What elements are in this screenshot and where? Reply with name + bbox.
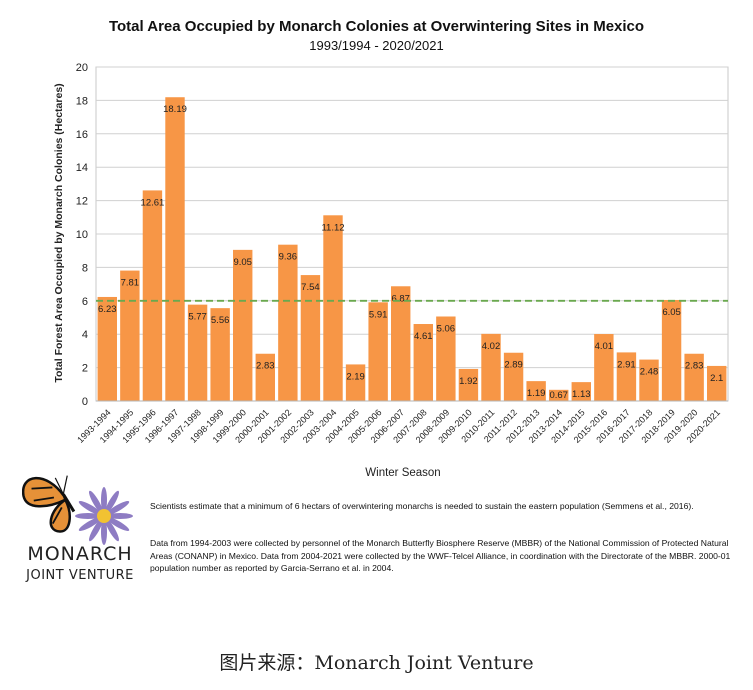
data-label: 2.48	[640, 367, 659, 378]
data-label: 5.56	[211, 315, 230, 326]
bar-1998-1999	[210, 308, 230, 401]
bar-1995-1996	[142, 190, 163, 401]
chart-subtitle: 1993/1994 - 2020/2021	[309, 38, 444, 53]
data-label: 7.81	[121, 278, 140, 289]
bar-2000-2001	[255, 353, 275, 401]
y-tick-label: 14	[76, 162, 88, 174]
data-label: 4.61	[414, 331, 433, 342]
data-label: 5.91	[369, 309, 388, 320]
data-label: 2.91	[617, 359, 636, 370]
bar-2001-2002	[278, 244, 298, 401]
chart-title: Total Area Occupied by Monarch Colonies …	[108, 18, 645, 35]
image-source: 图片来源：Monarch Joint Venture	[219, 652, 534, 674]
bar-2015-2016	[594, 334, 614, 401]
bar-2002-2003	[300, 275, 321, 401]
bar-2007-2008	[413, 324, 433, 401]
data-label: 11.12	[321, 222, 344, 233]
bars	[97, 97, 727, 402]
bar-2006-2007	[391, 286, 411, 401]
bar-2020-2021	[707, 365, 727, 401]
bar-1996-1997	[165, 97, 185, 402]
data-label: 2.89	[504, 360, 523, 371]
data-label: 6.05	[662, 307, 681, 318]
data-labels: 6.23 7.81 12.61 18.19 5.77 5.56 9.05 2.83 9.36 7.…	[96, 104, 728, 401]
y-tick-label: 18	[76, 95, 88, 107]
data-label: 6.87	[391, 293, 410, 304]
data-label: 2.83	[685, 361, 704, 372]
y-tick-label: 16	[76, 129, 88, 141]
y-tick-label: 6	[82, 296, 88, 308]
y-tick-label: 8	[82, 262, 88, 274]
bar-2013-2014	[549, 389, 569, 401]
note-data-sources: Data from 1994-2003 were collected by pe…	[150, 538, 731, 573]
bar-2019-2020	[684, 353, 704, 401]
bar-2010-2011	[481, 333, 501, 401]
y-tick-label: 0	[82, 396, 88, 408]
data-label: 2.83	[256, 361, 275, 372]
data-label: 12.61	[141, 197, 165, 208]
bar-2016-2017	[616, 352, 637, 401]
y-tick-label: 12	[76, 196, 88, 208]
data-label: 5.77	[188, 312, 207, 323]
data-label: 0.67	[549, 390, 568, 401]
bar-chart: 024681012141618201993-19941994-19951995-…	[53, 62, 729, 479]
y-axis-label: Total Forest Area Occupied by Monarch Co…	[53, 83, 65, 382]
data-label: 1.13	[572, 389, 591, 400]
data-label: 5.06	[437, 323, 456, 334]
bar-2008-2009	[436, 316, 456, 401]
bar-1999-2000	[233, 249, 253, 401]
y-tick-label: 2	[82, 363, 88, 375]
logo-text-joint-venture: JOINT VENTURE	[26, 568, 134, 583]
bar-1997-1998	[187, 304, 208, 401]
bar-1994-1995	[120, 270, 140, 401]
bar-2009-2010	[458, 368, 479, 401]
bar-2012-2013	[526, 381, 546, 401]
data-label: 9.05	[233, 257, 252, 268]
y-tick-label: 4	[82, 329, 88, 341]
bar-2018-2019	[661, 299, 682, 401]
data-label: 7.54	[301, 282, 320, 293]
data-label: 9.36	[279, 252, 298, 263]
data-label: 6.23	[98, 304, 117, 315]
x-axis-label: Winter Season	[365, 467, 440, 479]
y-tick-label: 10	[76, 229, 88, 241]
bar-2017-2018	[639, 359, 659, 401]
data-label: 2.1	[710, 373, 723, 384]
data-label: 4.01	[595, 341, 614, 352]
y-tick-label: 20	[76, 62, 88, 74]
bar-1993-1994	[97, 296, 117, 401]
data-label: 1.92	[459, 376, 478, 387]
data-label: 1.19	[527, 388, 546, 399]
data-label: 2.19	[346, 371, 365, 382]
bar-2005-2006	[368, 302, 388, 401]
logo-text-monarch: MONARCH	[27, 543, 133, 565]
bar-2014-2015	[571, 382, 591, 401]
monarch-butterfly-logo-icon	[22, 458, 142, 593]
bar-2003-2004	[323, 215, 343, 401]
data-label: 4.02	[482, 341, 501, 352]
note-minimum-hectares: Scientists estimate that a minimum of 6 …	[150, 501, 694, 511]
data-label: 18.19	[163, 104, 187, 115]
bar-2004-2005	[345, 364, 366, 401]
bar-2011-2012	[503, 352, 524, 401]
